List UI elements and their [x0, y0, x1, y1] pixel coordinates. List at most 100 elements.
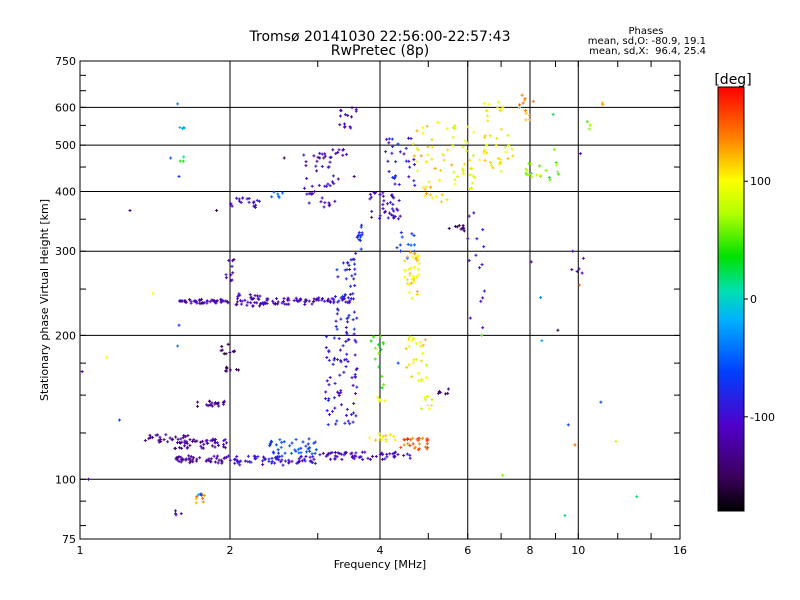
data-point [461, 145, 465, 149]
data-point [258, 304, 262, 308]
data-point [470, 186, 474, 190]
data-point [406, 255, 410, 259]
data-point [419, 154, 423, 158]
data-point [232, 258, 236, 262]
data-point [323, 201, 327, 205]
data-point [462, 229, 466, 233]
data-point [325, 299, 329, 303]
data-point [262, 455, 266, 459]
data-point [177, 174, 181, 178]
data-point [573, 443, 577, 447]
data-point [281, 463, 285, 467]
data-point [488, 134, 492, 138]
data-point [349, 284, 353, 288]
y-axis-label: Stationary phase Virtual Height [km] [38, 199, 51, 401]
data-point [276, 302, 280, 306]
data-point [282, 156, 286, 160]
data-point [205, 301, 209, 305]
data-point [394, 160, 398, 164]
stats-line-o: mean, sd,O: -80.9, 19.1 [588, 36, 706, 47]
data-point [230, 204, 234, 208]
data-point [235, 454, 239, 458]
data-point [179, 437, 183, 441]
data-point [313, 189, 317, 193]
data-point [347, 263, 351, 267]
data-point [316, 155, 320, 159]
data-point [577, 267, 581, 271]
data-point [181, 126, 185, 130]
stats-heading: Phases [628, 26, 663, 37]
colorbar-tick-label: 0 [750, 293, 757, 306]
data-point [411, 255, 415, 259]
data-point [270, 195, 274, 199]
data-point [326, 182, 330, 186]
data-point [201, 446, 205, 450]
data-point [392, 454, 396, 458]
colorbar-ticks: 100 0 -100 [744, 175, 775, 424]
data-point [171, 437, 175, 441]
data-point [535, 173, 539, 177]
axis-ticks [79, 60, 681, 540]
data-point [237, 199, 241, 203]
data-point [414, 342, 418, 346]
data-point [360, 223, 364, 227]
data-point [398, 243, 402, 247]
data-point [380, 452, 384, 456]
data-point [383, 210, 387, 214]
data-point [521, 101, 525, 105]
data-point [343, 268, 347, 272]
data-point [489, 163, 493, 167]
data-point [524, 111, 528, 115]
data-point [282, 297, 286, 301]
data-point [229, 202, 233, 206]
data-point [499, 127, 503, 131]
data-point [577, 283, 581, 287]
data-point [341, 297, 345, 301]
data-point [328, 375, 332, 379]
data-point [370, 454, 374, 458]
data-point [334, 324, 338, 328]
data-point [245, 303, 249, 307]
data-point [396, 217, 400, 221]
data-point [506, 133, 510, 137]
data-point [318, 453, 322, 457]
data-point [354, 414, 358, 418]
data-point [504, 150, 508, 154]
data-point [322, 205, 326, 209]
data-point [336, 177, 340, 181]
data-point [436, 391, 440, 395]
data-point [399, 445, 403, 449]
data-point [346, 296, 350, 300]
data-point [201, 500, 205, 504]
data-point [346, 360, 350, 364]
data-point [439, 200, 443, 204]
data-point [308, 449, 312, 453]
data-point [339, 391, 343, 395]
data-point [217, 443, 221, 447]
data-point [551, 112, 555, 116]
data-point [268, 442, 272, 446]
data-point [497, 100, 501, 104]
y-tick-label: 600 [55, 101, 76, 114]
data-point [578, 152, 582, 156]
data-point [430, 404, 434, 408]
data-point [341, 153, 345, 157]
data-point [199, 440, 203, 444]
data-point [307, 192, 311, 196]
data-point [281, 299, 285, 303]
data-point [358, 235, 362, 239]
data-point [424, 376, 428, 380]
colorbar-tick-label: -100 [750, 411, 775, 424]
data-point [332, 358, 336, 362]
data-point [328, 184, 332, 188]
data-point [430, 398, 434, 402]
data-point [184, 435, 188, 439]
data-point [444, 392, 448, 396]
data-point [207, 457, 211, 461]
data-point [498, 157, 502, 161]
data-point [373, 346, 377, 350]
data-point [187, 454, 191, 458]
data-point [320, 152, 324, 156]
data-point [528, 118, 532, 122]
data-point [276, 300, 280, 304]
